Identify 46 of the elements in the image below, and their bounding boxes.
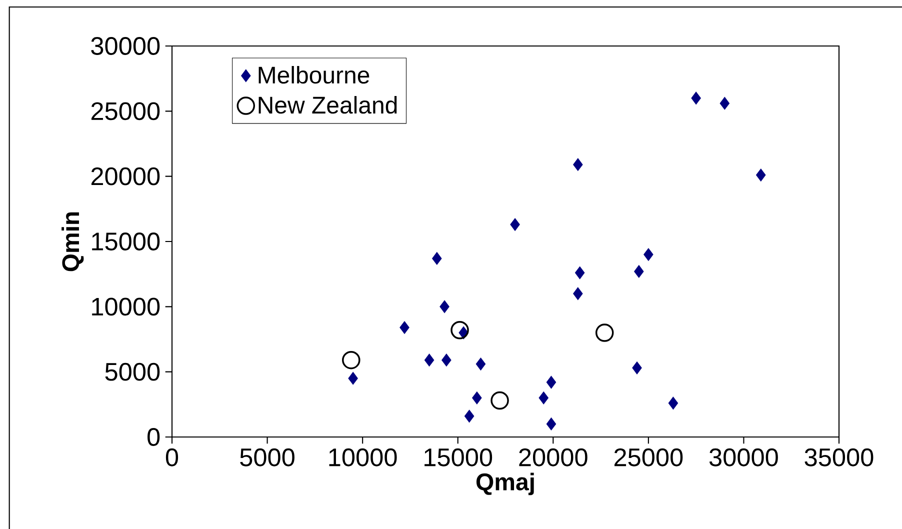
point: [538, 391, 548, 404]
point: [510, 218, 520, 231]
legend-label: New Zealand: [258, 96, 397, 114]
point: [634, 265, 644, 278]
point: [573, 158, 583, 172]
x-tick-label: 20000: [519, 448, 588, 466]
point: [546, 418, 556, 430]
point: [472, 391, 482, 404]
point: [450, 320, 469, 340]
point: [342, 350, 360, 370]
point: [595, 324, 614, 342]
y-tick-label: 20000: [91, 167, 160, 186]
point: [440, 300, 450, 314]
point: [432, 252, 442, 265]
point: [546, 376, 556, 389]
x-tick-label: 25000: [614, 448, 683, 466]
point: [424, 354, 434, 367]
x-tick-label: 5000: [240, 448, 294, 466]
point: [691, 92, 701, 105]
x-tick-label: 30000: [709, 448, 778, 466]
x-tick-label: 0: [166, 448, 178, 466]
y-tick-label: 10000: [92, 298, 160, 316]
x-tick-label: 15000: [424, 448, 492, 466]
x-tick-label: 35000: [804, 448, 874, 466]
point: [442, 354, 452, 367]
y-tick-label: 15000: [92, 232, 160, 250]
point: [574, 266, 585, 280]
x-tick-label: 10000: [329, 448, 397, 466]
point: [756, 168, 766, 182]
point: [464, 410, 474, 423]
point: [490, 391, 509, 410]
point: [632, 362, 642, 374]
point: [644, 248, 654, 261]
point: [720, 96, 730, 110]
y-axis-title: Qmin: [62, 212, 84, 272]
legend-label: Melbourne: [258, 66, 370, 84]
y-tick-label: 5000: [105, 362, 160, 381]
point: [348, 372, 358, 385]
x-axis-title: Qmaj: [476, 472, 534, 496]
point: [668, 396, 678, 410]
y-tick-label: 25000: [91, 102, 160, 120]
point: [573, 287, 583, 300]
y-tick-label: 30000: [91, 37, 160, 55]
y-tick-label: 0: [148, 428, 160, 446]
point: [400, 321, 410, 334]
point: [476, 358, 486, 370]
